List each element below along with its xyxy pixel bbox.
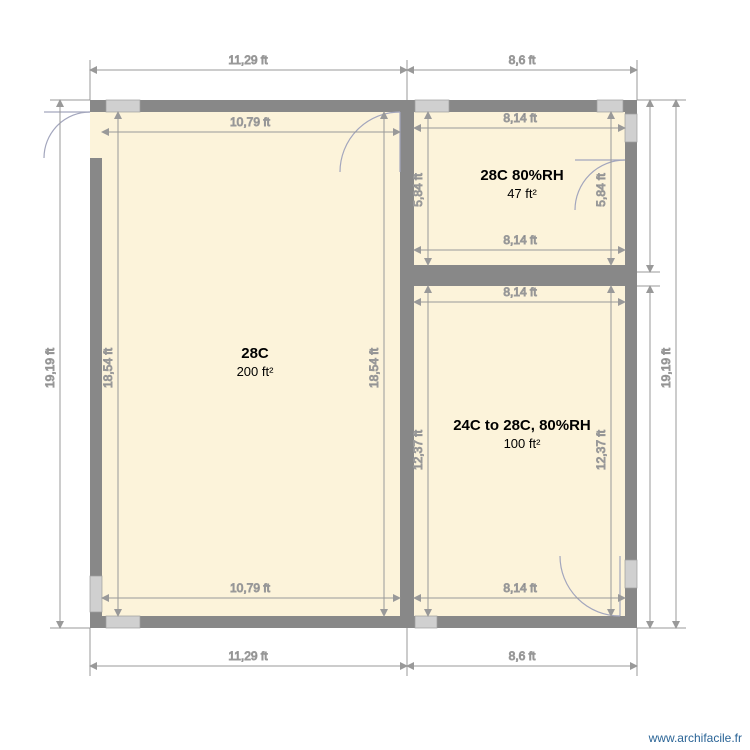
dim-top-left: 11,29 ft bbox=[228, 53, 268, 67]
dim-top-right: 8,6 ft bbox=[509, 53, 536, 67]
dim-tr-bot: 8,14 ft bbox=[503, 233, 537, 247]
dim-br-bot: 8,14 ft bbox=[503, 581, 537, 595]
dim-left: 19,19 ft bbox=[43, 347, 57, 388]
room-left-title: 28C bbox=[241, 345, 269, 362]
room-tr-title: 28C 80%RH bbox=[480, 167, 563, 184]
room-tr-area: 47 ft² bbox=[507, 186, 537, 201]
dim-br-right: 12,37 ft bbox=[594, 429, 608, 470]
room-left-area: 200 ft² bbox=[237, 364, 275, 379]
dim-br-top: 8,14 ft bbox=[503, 285, 537, 299]
dim-br-left: 12,37 ft bbox=[411, 429, 425, 470]
dim-lr-right: 18,54 ft bbox=[367, 347, 381, 388]
room-br-title: 24C to 28C, 80%RH bbox=[453, 417, 591, 434]
dim-tr-top: 8,14 ft bbox=[503, 111, 537, 125]
dim-bot-left: 11,29 ft bbox=[228, 649, 268, 663]
floorplan-canvas: 28C 200 ft² 28C 80%RH 47 ft² 24C to 28C,… bbox=[0, 0, 750, 750]
dim-lr-left: 18,54 ft bbox=[101, 347, 115, 388]
watermark: www.archifacile.fr bbox=[648, 731, 742, 745]
dim-lr-top: 10,79 ft bbox=[230, 115, 271, 129]
dim-right: 19,19 ft bbox=[659, 347, 673, 388]
dim-lr-bot: 10,79 ft bbox=[230, 581, 271, 595]
dim-tr-right: 5,84 ft bbox=[594, 173, 608, 207]
dim-bot-right: 8,6 ft bbox=[509, 649, 536, 663]
room-br-area: 100 ft² bbox=[504, 436, 542, 451]
dim-tr-left: 5,84 ft bbox=[411, 173, 425, 207]
